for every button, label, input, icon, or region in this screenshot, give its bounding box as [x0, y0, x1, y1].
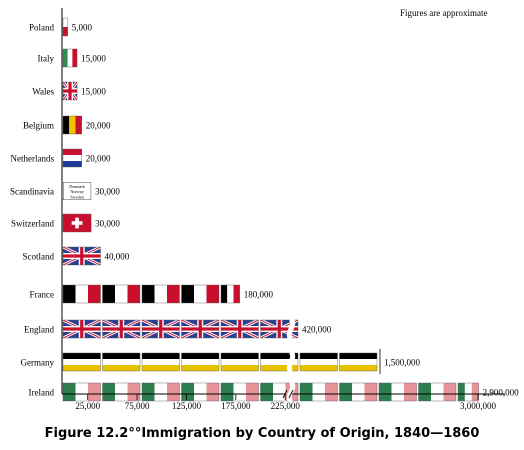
bar-germany-segment	[299, 352, 338, 372]
bar-wales	[62, 81, 78, 101]
axis-break-mark	[286, 380, 296, 404]
category-label-wales: Wales	[32, 87, 54, 97]
value-label-ireland: 2,900,000	[483, 388, 520, 398]
scandinavia-flag-text: Sweden	[70, 195, 84, 200]
bar-england-segment	[62, 319, 101, 339]
value-label-italy: 15,000	[81, 54, 106, 64]
bar-ireland-segment	[378, 382, 417, 402]
bar-england-segment	[181, 319, 220, 339]
bar-ireland-segment	[220, 382, 259, 402]
bar-ireland-segment	[181, 382, 220, 402]
x-tick-label: 225,000	[271, 401, 301, 411]
value-label-netherlands: 20,000	[86, 154, 111, 164]
figures-approximate-note: Figures are approximate	[400, 8, 487, 18]
category-label-netherlands: Netherlands	[11, 154, 55, 164]
scandinavia-flag-text: Denmark	[69, 184, 85, 189]
bar-france-segment	[220, 284, 240, 304]
bar-france-segment	[102, 284, 141, 304]
value-label-scotland: 40,000	[105, 252, 130, 262]
bar-ireland-segment	[418, 382, 457, 402]
bar-germany-segment	[102, 352, 141, 372]
bar-ireland-segment	[457, 382, 479, 402]
category-label-switzerland: Switzerland	[11, 219, 54, 229]
bar-scotland	[62, 246, 101, 266]
value-label-poland: 5,000	[72, 23, 93, 33]
bar-ireland-segment	[141, 382, 180, 402]
category-label-belgium: Belgium	[23, 121, 54, 131]
category-label-poland: Poland	[29, 23, 55, 33]
bar-germany-segment	[141, 352, 180, 372]
figure-caption: Figure 12.2°°Immigration by Country of O…	[44, 426, 480, 441]
value-label-switzerland: 30,000	[95, 219, 120, 229]
bar-germany-segment	[181, 352, 220, 372]
bar-england-segment	[102, 319, 141, 339]
bar-france-segment	[141, 284, 180, 304]
bar-germany-segment	[62, 352, 101, 372]
axis-break-mark	[286, 317, 296, 341]
bar-germany-segment	[260, 352, 299, 372]
bar-belgium	[62, 115, 82, 135]
category-label-italy: Italy	[38, 54, 55, 64]
bar-poland	[62, 17, 68, 37]
bar-ireland-segment	[62, 382, 101, 402]
x-tick-label: 75,000	[125, 401, 150, 411]
bar-ireland-segment	[299, 382, 338, 402]
value-label-scandinavia: 30,000	[95, 187, 120, 197]
x-tick-label: 125,000	[172, 401, 202, 411]
bar-switzerland	[62, 213, 92, 233]
category-label-england: England	[24, 325, 54, 335]
value-label-france: 180,000	[244, 290, 274, 300]
scandinavia-flag-text: Norway	[70, 189, 84, 194]
value-label-germany: 1,500,000	[384, 358, 421, 368]
category-label-scotland: Scotland	[23, 252, 55, 262]
x-tick-label: 175,000	[221, 401, 251, 411]
x-tick-label: 25,000	[75, 401, 100, 411]
bar-germany-segment	[220, 352, 259, 372]
category-label-germany: Germany	[21, 358, 55, 368]
category-label-france: France	[30, 290, 55, 300]
axis-break-mark	[286, 350, 296, 374]
category-label-scandinavia: Scandinavia	[10, 187, 54, 197]
bar-england-segment	[220, 319, 259, 339]
value-label-england: 420,000	[302, 325, 332, 335]
bar-netherlands	[62, 148, 82, 168]
bar-france-segment	[62, 284, 101, 304]
x-tick-label: 3,000,000	[460, 401, 497, 411]
bar-england-segment	[141, 319, 180, 339]
value-label-belgium: 20,000	[86, 121, 111, 131]
category-label-ireland: Ireland	[29, 388, 55, 398]
bar-germany-segment	[339, 352, 378, 372]
bar-ireland-segment	[102, 382, 141, 402]
bar-ireland-segment	[339, 382, 378, 402]
bar-france-segment	[181, 284, 220, 304]
bar-italy	[62, 48, 78, 68]
value-label-wales: 15,000	[81, 87, 106, 97]
